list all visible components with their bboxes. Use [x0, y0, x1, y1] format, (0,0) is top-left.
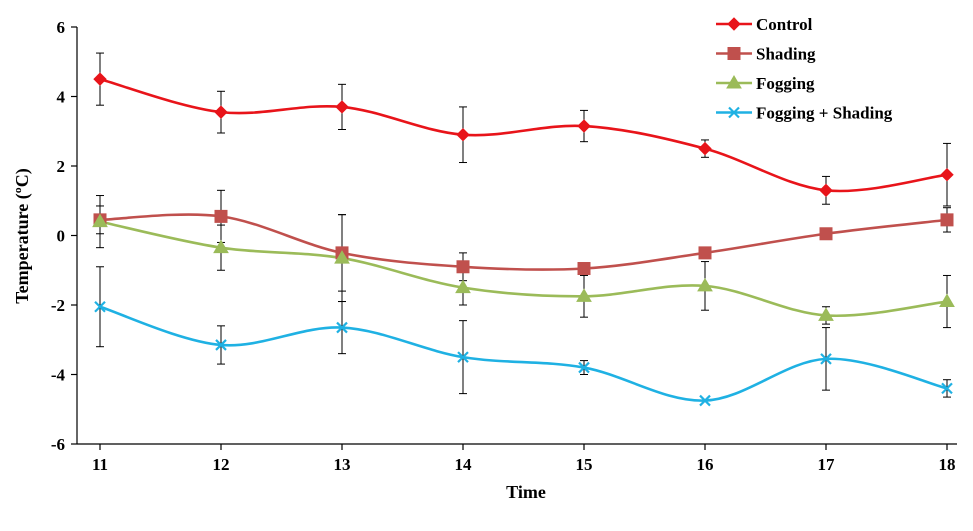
- y-tick-label: 4: [57, 88, 66, 107]
- data-point-fogging-shading: [699, 394, 711, 407]
- x-axis-title: Time: [506, 482, 546, 502]
- legend-swatch-marker: [728, 106, 740, 119]
- data-point-fogging: [334, 250, 350, 264]
- data-point-fogging: [576, 288, 592, 302]
- x-tick-label: 13: [334, 455, 351, 474]
- legend-item-fogging: Fogging: [716, 74, 815, 93]
- y-axis-title: Temperature (ºC): [12, 168, 33, 303]
- marker-stroke: [699, 394, 711, 407]
- marker-stroke: [820, 353, 832, 365]
- marker-stroke: [941, 382, 953, 395]
- axes: 6 4 2 0 -2 -4 -6 11 12 13 14 15 16 17 18: [51, 18, 957, 474]
- x-tick-label: 17: [818, 455, 836, 474]
- x-tick-label: 11: [92, 455, 108, 474]
- data-point-fogging: [818, 307, 834, 321]
- marker-stroke: [457, 351, 469, 363]
- x-tick-label: 18: [939, 455, 956, 474]
- marker-stroke: [578, 361, 590, 374]
- data-point-shading: [698, 246, 712, 260]
- series-line-fogging: [99, 220, 948, 318]
- data-point-shading: [214, 209, 228, 223]
- x-tick-label: 12: [213, 455, 230, 474]
- legend-label: Fogging + Shading: [756, 104, 893, 123]
- x-tick-label: 16: [697, 455, 714, 474]
- data-point-fogging: [455, 279, 471, 294]
- marker-stroke: [728, 106, 740, 119]
- data-point-shading: [940, 213, 954, 227]
- data-point-fogging-shading: [941, 382, 953, 395]
- series-lines: [99, 77, 948, 402]
- y-tick-label: 2: [57, 157, 66, 176]
- data-point-control: [456, 128, 470, 142]
- y-tick-label: -4: [51, 366, 66, 385]
- series-markers: [92, 72, 955, 407]
- marker-stroke: [336, 321, 348, 334]
- y-tick-label: 0: [57, 227, 66, 246]
- data-point-control: [214, 105, 228, 119]
- series-line-control: [99, 77, 948, 193]
- data-point-fogging-shading: [578, 361, 590, 374]
- data-point-control: [93, 72, 107, 86]
- marker-stroke: [215, 339, 227, 351]
- data-point-shading: [456, 260, 470, 274]
- series-line-fogging-shading: [99, 305, 948, 402]
- legend-label: Shading: [756, 45, 816, 64]
- data-point-control: [940, 167, 954, 182]
- x-tick-label: 14: [455, 455, 473, 474]
- data-point-fogging-shading: [820, 353, 832, 365]
- legend-swatch-marker: [726, 75, 742, 89]
- data-point-fogging: [939, 293, 955, 308]
- legend-swatch-marker: [727, 17, 741, 31]
- y-tick-label: -6: [51, 435, 65, 454]
- series-line-shading: [99, 213, 948, 271]
- x-tick-label: 15: [576, 455, 593, 474]
- data-point-fogging-shading: [94, 300, 106, 313]
- data-point-fogging: [92, 213, 108, 228]
- data-point-fogging-shading: [336, 321, 348, 334]
- data-point-control: [819, 183, 833, 198]
- legend-swatch-marker: [727, 47, 741, 60]
- legend-label: Fogging: [756, 74, 815, 93]
- data-point-fogging-shading: [457, 351, 469, 363]
- legend-item-shading: Shading: [716, 45, 816, 64]
- y-tick-label: -2: [51, 296, 65, 315]
- marker-stroke: [94, 300, 106, 313]
- data-point-control: [335, 100, 349, 114]
- legend-item-fogging-shading: Fogging + Shading: [716, 104, 893, 123]
- y-tick-label: 6: [57, 18, 66, 37]
- legend-item-control: Control: [716, 15, 813, 34]
- data-point-shading: [577, 262, 591, 276]
- data-point-control: [577, 119, 591, 133]
- data-point-fogging: [213, 239, 229, 254]
- data-point-shading: [819, 227, 833, 241]
- data-point-fogging-shading: [215, 339, 227, 351]
- data-point-fogging: [697, 277, 713, 292]
- data-point-control: [698, 141, 712, 156]
- legend: Control Shading Fogging Fogging + Shading: [716, 15, 893, 123]
- legend-label: Control: [756, 15, 813, 34]
